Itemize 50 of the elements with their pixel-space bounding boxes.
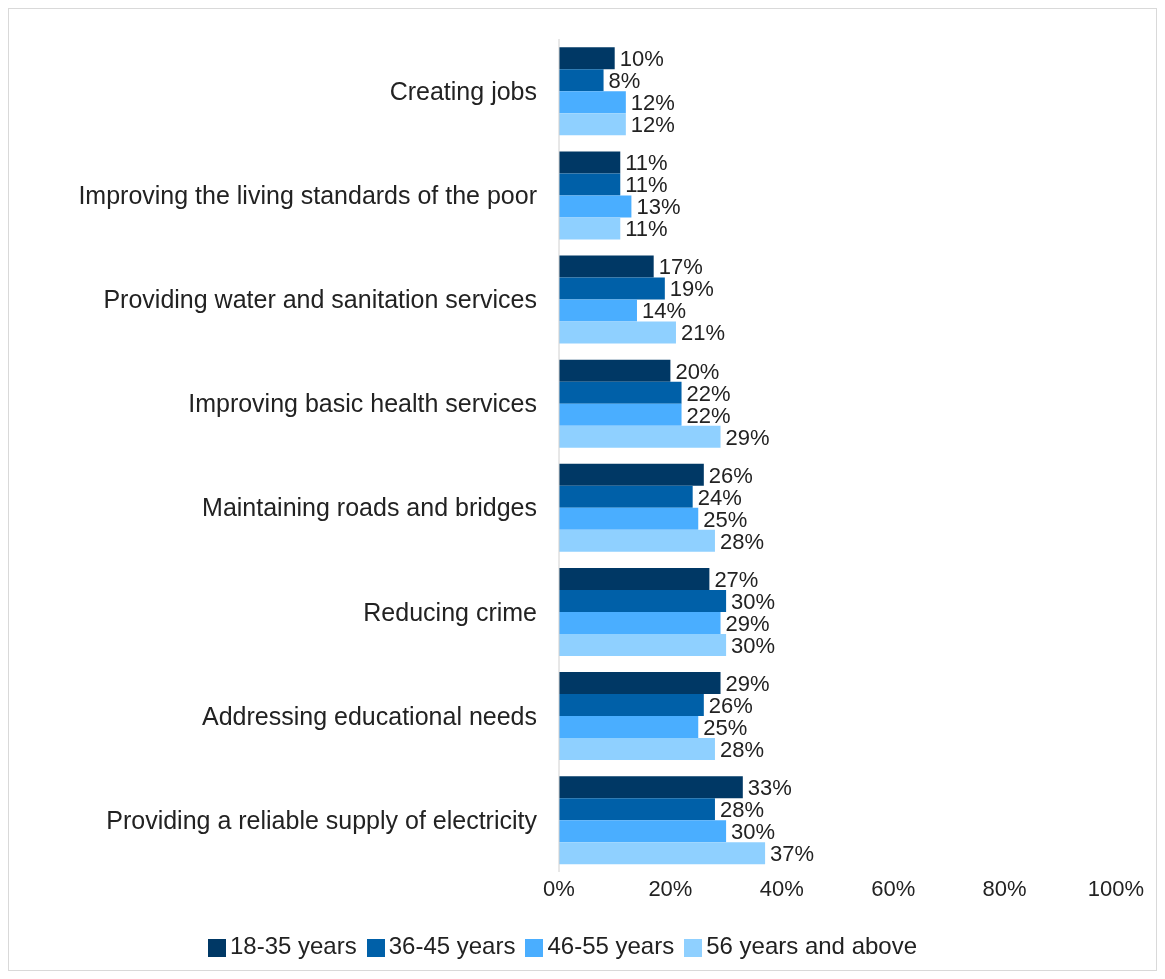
x-tick-label: 0%: [543, 875, 575, 901]
bar: [559, 321, 676, 344]
x-tick-label: 60%: [871, 875, 916, 901]
bar: [559, 694, 704, 717]
y-tick-label: Addressing educational needs: [202, 701, 537, 730]
legend-label: 36-45 years: [388, 932, 516, 959]
bar: [559, 195, 632, 218]
bar: [559, 567, 710, 590]
bar: [559, 485, 693, 508]
bar: [559, 463, 704, 486]
bar: [559, 633, 727, 656]
legend-label: 56 years and above: [706, 932, 918, 959]
bar: [559, 798, 715, 821]
y-tick-label: Reducing crime: [363, 597, 537, 626]
bar: [559, 529, 715, 552]
bar: [559, 381, 682, 404]
bar: [559, 589, 727, 612]
bar: [559, 776, 743, 799]
legend-label: 18-35 years: [229, 932, 357, 959]
y-tick-label: Improving basic health services: [188, 389, 537, 418]
y-tick-label: Providing a reliable supply of electricity: [106, 805, 538, 834]
bar: [559, 842, 766, 865]
bar: [559, 69, 604, 92]
bar: [559, 672, 721, 695]
x-tick-label: 20%: [648, 875, 693, 901]
x-tick-label: 40%: [759, 875, 804, 901]
bar: [559, 507, 699, 530]
bar: [559, 151, 621, 174]
bar: [559, 403, 682, 426]
bar: [559, 820, 727, 843]
bar: [559, 47, 615, 70]
x-tick-label: 80%: [982, 875, 1027, 901]
bar: [559, 255, 654, 278]
bar: [559, 611, 721, 634]
x-tick-label: 100%: [1087, 875, 1145, 901]
bar: [559, 173, 621, 196]
y-tick-label: Maintaining roads and bridges: [202, 493, 537, 522]
bar: [559, 217, 621, 240]
bar: [559, 299, 637, 322]
bar: [559, 425, 721, 448]
legend-label: 46-55 years: [547, 932, 675, 959]
bar: [559, 738, 715, 761]
bar: [559, 277, 665, 300]
bar: [559, 91, 626, 114]
bar: [559, 716, 699, 739]
bar: [559, 113, 626, 136]
bar: [559, 359, 671, 382]
y-tick-label: Improving the living standards of the poor: [78, 181, 537, 210]
y-tick-label: Creating jobs: [389, 76, 537, 105]
y-tick-label: Providing water and sanitation services: [103, 285, 537, 314]
